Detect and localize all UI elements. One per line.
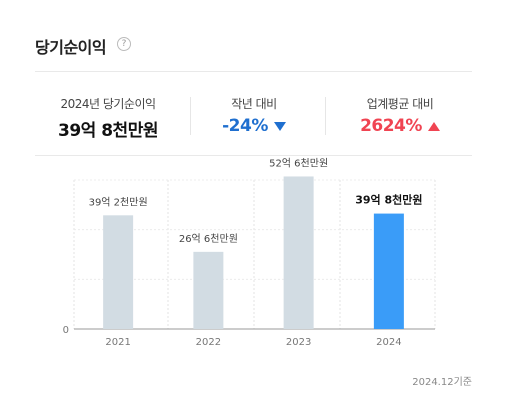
data-label-2023: 52억 6천만원 [269, 157, 328, 169]
bar-2023 [283, 176, 314, 329]
stat-yoy: 작년 대비 -24% [196, 95, 312, 136]
x-tick-label-2022: 2022 [196, 337, 221, 348]
bar-2022 [193, 251, 224, 329]
stat-industry-value-row: 2624% [335, 116, 465, 136]
reference-date-note: 2024.12기준 [412, 377, 472, 388]
top-divider [35, 71, 472, 72]
data-label-2021: 39억 2천만원 [89, 196, 148, 208]
bar-2021 [103, 215, 134, 329]
stat-separator [190, 97, 191, 135]
x-tick-label-2024: 2024 [376, 337, 401, 348]
arrow-down-icon [273, 121, 286, 131]
bar-2024 [373, 213, 404, 329]
stat-net-income-value: 39억 8천만원 [58, 121, 158, 141]
stat-yoy-value-row: -24% [196, 116, 312, 136]
stat-net-income-label: 2024년 당기순이익 [60, 97, 156, 111]
x-tick-label-2021: 2021 [105, 337, 130, 348]
help-icon[interactable]: ? [117, 37, 131, 51]
stat-industry-value: 2624% [360, 116, 422, 136]
middle-divider [35, 155, 472, 156]
x-tick-label-2023: 2023 [286, 337, 311, 348]
stat-yoy-value: -24% [222, 116, 268, 136]
data-label-2022: 26억 6천만원 [179, 233, 238, 245]
page-title: 당기순이익 [35, 38, 107, 57]
stat-industry-label: 업계평균 대비 [366, 97, 434, 111]
y-tick-label: 0 [63, 325, 69, 336]
data-label-2024: 39억 8천만원 [355, 193, 422, 207]
stat-industry: 업계평균 대비 2624% [335, 95, 465, 136]
arrow-up-icon [427, 121, 440, 131]
stat-yoy-label: 작년 대비 [231, 97, 277, 111]
stat-net-income: 2024년 당기순이익 39억 8천만원 [48, 95, 168, 141]
stat-separator [325, 97, 326, 135]
